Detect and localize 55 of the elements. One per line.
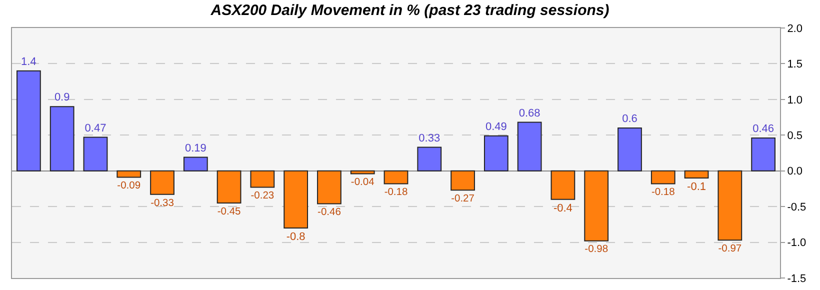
data-label: -0.46 — [318, 207, 342, 218]
bar — [50, 106, 74, 172]
bar — [284, 170, 308, 228]
bar — [751, 138, 776, 172]
bar — [550, 170, 576, 200]
bar — [584, 170, 609, 242]
bar — [350, 170, 375, 174]
bar — [317, 170, 342, 204]
data-label: 0.33 — [418, 132, 440, 144]
data-label: -0.1 — [687, 181, 706, 193]
data-label: -0.04 — [350, 177, 375, 188]
data-label: 0.19 — [184, 142, 206, 154]
bar — [450, 170, 475, 191]
y-tick-label: 0.5 — [787, 130, 802, 142]
y-tick-label: -1.0 — [787, 237, 806, 250]
y-tick-label: -1.5 — [787, 272, 806, 285]
data-label: 0.47 — [84, 122, 106, 134]
bar — [718, 170, 742, 241]
data-label: -0.97 — [718, 244, 742, 255]
bar — [116, 170, 142, 178]
data-label: -0.8 — [286, 231, 306, 243]
data-label: 0.9 — [54, 92, 70, 104]
bar — [684, 170, 709, 178]
data-label: 0.49 — [485, 120, 507, 133]
bar — [517, 122, 542, 172]
bar — [384, 170, 408, 184]
chart-title: ASX200 Daily Movement in % (past 23 trading sessions) — [210, 2, 610, 19]
data-label: 0.46 — [752, 123, 774, 135]
y-tick-label: 0.0 — [787, 166, 802, 178]
bar — [417, 146, 442, 172]
bar — [484, 135, 508, 172]
data-label: -0.45 — [217, 206, 242, 218]
data-label: -0.27 — [451, 194, 475, 205]
bar — [183, 156, 208, 172]
data-label: -0.18 — [651, 187, 676, 198]
bar — [250, 170, 275, 188]
data-label: -0.23 — [250, 190, 274, 202]
data-label: -0.98 — [584, 244, 608, 256]
bar — [16, 70, 41, 172]
data-label: 1.4 — [21, 56, 36, 68]
bar — [618, 128, 642, 172]
data-label: -0.4 — [553, 202, 572, 214]
y-tick-label: 2.0 — [787, 22, 802, 35]
bar — [83, 136, 108, 172]
bar — [150, 170, 174, 195]
data-label: 0.6 — [622, 113, 638, 125]
data-label: -0.33 — [150, 198, 174, 209]
y-tick-label: 1.5 — [787, 58, 802, 71]
data-label: 0.68 — [518, 107, 540, 120]
bar — [216, 170, 242, 204]
y-tick-label: 1.0 — [787, 94, 802, 106]
data-label: -0.18 — [384, 187, 408, 198]
data-label: -0.09 — [117, 180, 141, 192]
bar — [650, 170, 676, 184]
y-tick-label: -0.5 — [787, 201, 806, 214]
